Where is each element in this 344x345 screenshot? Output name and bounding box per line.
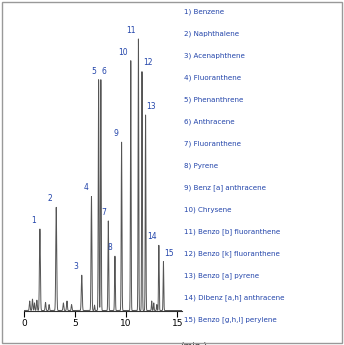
Text: 15: 15 [164,248,174,258]
Text: 5: 5 [91,67,96,76]
Text: 14) Dibenz [a,h] anthracene: 14) Dibenz [a,h] anthracene [184,294,284,301]
Text: 8) Pyrene: 8) Pyrene [184,162,218,169]
Text: 3: 3 [73,262,78,271]
Text: 11: 11 [126,26,136,35]
Text: 12: 12 [143,59,152,68]
Text: 13) Benzo [a] pyrene: 13) Benzo [a] pyrene [184,272,259,279]
Text: 9) Benz [a] anthracene: 9) Benz [a] anthracene [184,184,266,191]
Text: 7: 7 [101,208,106,217]
Text: 10: 10 [118,48,128,57]
Text: 5) Phenanthrene: 5) Phenanthrene [184,97,244,103]
Text: 7) Fluoranthene: 7) Fluoranthene [184,140,241,147]
Text: 8: 8 [108,243,113,252]
Text: (min.): (min.) [180,342,207,345]
Text: 9: 9 [114,129,119,138]
Text: 2: 2 [48,194,53,203]
Text: 12) Benzo [k] fluoranthene: 12) Benzo [k] fluoranthene [184,250,280,257]
Text: 1) Benzene: 1) Benzene [184,9,224,15]
Text: 11) Benzo [b] fluoranthene: 11) Benzo [b] fluoranthene [184,228,280,235]
Text: 14: 14 [147,232,157,241]
Text: 10) Chrysene: 10) Chrysene [184,206,232,213]
Text: 1: 1 [32,216,36,225]
Text: 2) Naphthalene: 2) Naphthalene [184,31,239,37]
Text: 4: 4 [84,184,88,193]
Text: 13: 13 [147,102,156,111]
Text: 4) Fluoranthene: 4) Fluoranthene [184,75,241,81]
Text: 15) Benzo [g,h,l] perylene: 15) Benzo [g,h,l] perylene [184,316,277,323]
Text: 3) Acenaphthene: 3) Acenaphthene [184,52,245,59]
Text: 6: 6 [102,67,107,76]
Text: 6) Anthracene: 6) Anthracene [184,118,235,125]
